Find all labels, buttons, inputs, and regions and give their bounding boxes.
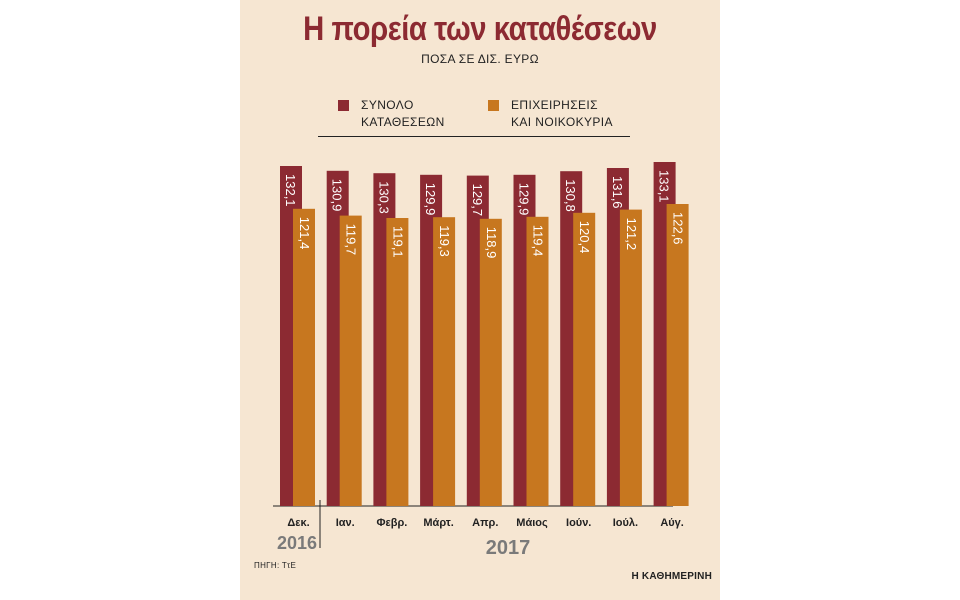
x-tick-label: Φεβρ. bbox=[376, 517, 407, 529]
legend-swatch-businesses-households bbox=[488, 100, 499, 111]
bar-businesses-households bbox=[293, 208, 315, 507]
data-label-total-deposits: 130,9 bbox=[330, 179, 345, 212]
data-label-total-deposits: 130,8 bbox=[563, 179, 578, 212]
data-label-total-deposits: 129,9 bbox=[423, 183, 438, 216]
bar-businesses-households bbox=[666, 204, 689, 506]
data-label-businesses-households: 122,6 bbox=[671, 212, 686, 245]
legend-item-total-deposits: ΣΥΝΟΛΟ ΚΑΤΑΘΕΣΕΩΝ bbox=[338, 97, 445, 131]
data-label-businesses-households: 121,4 bbox=[297, 217, 312, 250]
year-label-2017: 2017 bbox=[486, 537, 531, 559]
bar-businesses-households bbox=[573, 212, 596, 507]
legend-item-businesses-households: ΕΠΙΧΕΙΡΗΣΕΙΣ ΚΑΙ ΝΟΙΚΟΚΥΡΙΑ bbox=[488, 97, 613, 131]
legend-label-line: ΚΑΙ ΝΟΙΚΟΚΥΡΙΑ bbox=[511, 115, 613, 129]
data-label-total-deposits: 131,6 bbox=[610, 176, 625, 209]
data-label-businesses-households: 118,9 bbox=[484, 227, 499, 259]
x-tick-label: Δεκ. bbox=[287, 517, 309, 529]
x-tick-label: Ιούν. bbox=[566, 517, 591, 529]
data-label-businesses-households: 119,7 bbox=[344, 224, 359, 256]
bar-businesses-households bbox=[479, 218, 502, 507]
x-tick-label: Μάιος bbox=[516, 517, 548, 529]
chart-title: Η πορεία των καταθέσεων bbox=[303, 10, 657, 48]
x-tick-label: Αύγ. bbox=[660, 517, 684, 529]
data-label-businesses-households: 119,4 bbox=[531, 225, 546, 257]
legend-label-line: ΕΠΙΧΕΙΡΗΣΕΙΣ bbox=[511, 98, 598, 112]
data-label-total-deposits: 129,9 bbox=[517, 183, 532, 216]
publisher-credit: Η ΚΑΘΗΜΕΡΙΝΗ bbox=[631, 571, 712, 582]
x-tick-label: Ιούλ. bbox=[613, 517, 638, 529]
chart-card: Η πορεία των καταθέσεων ΠΟΣΑ ΣΕ ΔΙΣ. ΕΥΡ… bbox=[240, 0, 720, 600]
data-label-businesses-households: 119,1 bbox=[390, 226, 405, 258]
legend-divider bbox=[318, 136, 630, 137]
bar-businesses-households bbox=[433, 217, 456, 506]
bar-chart: 132,1 121,4 Δεκ. 130,9 119,7 Ιαν. 130,3 119,1 Φε… bbox=[273, 162, 689, 559]
source-note: ΠΗΓΗ: ΤτΕ bbox=[254, 561, 297, 570]
data-label-total-deposits: 129,7 bbox=[470, 184, 485, 217]
bar-businesses-households bbox=[386, 218, 409, 506]
data-label-businesses-households: 121,2 bbox=[624, 218, 639, 251]
data-label-businesses-households: 120,4 bbox=[577, 221, 592, 254]
legend-label-line: ΚΑΤΑΘΕΣΕΩΝ bbox=[361, 115, 445, 129]
legend-label-businesses-households: ΕΠΙΧΕΙΡΗΣΕΙΣ ΚΑΙ ΝΟΙΚΟΚΥΡΙΑ bbox=[511, 97, 613, 131]
bar-businesses-households bbox=[619, 209, 642, 506]
year-label-2016: 2016 bbox=[277, 533, 317, 553]
x-tick-label: Ιαν. bbox=[336, 517, 355, 529]
legend-swatch-total-deposits bbox=[338, 100, 349, 111]
bar-businesses-households bbox=[339, 215, 362, 506]
x-tick-label: Μάρτ. bbox=[423, 517, 453, 529]
data-label-total-deposits: 133,1 bbox=[657, 170, 672, 203]
legend-label-line: ΣΥΝΟΛΟ bbox=[361, 98, 414, 112]
x-tick-label: Απρ. bbox=[472, 517, 498, 529]
data-label-total-deposits: 130,3 bbox=[376, 181, 391, 214]
data-label-businesses-households: 119,3 bbox=[437, 225, 452, 257]
data-label-total-deposits: 132,1 bbox=[283, 174, 298, 207]
legend-label-total-deposits: ΣΥΝΟΛΟ ΚΑΤΑΘΕΣΕΩΝ bbox=[361, 97, 445, 131]
chart-subtitle: ΠΟΣΑ ΣΕ ΔΙΣ. ΕΥΡΩ bbox=[421, 52, 539, 66]
bar-businesses-households bbox=[526, 216, 549, 507]
